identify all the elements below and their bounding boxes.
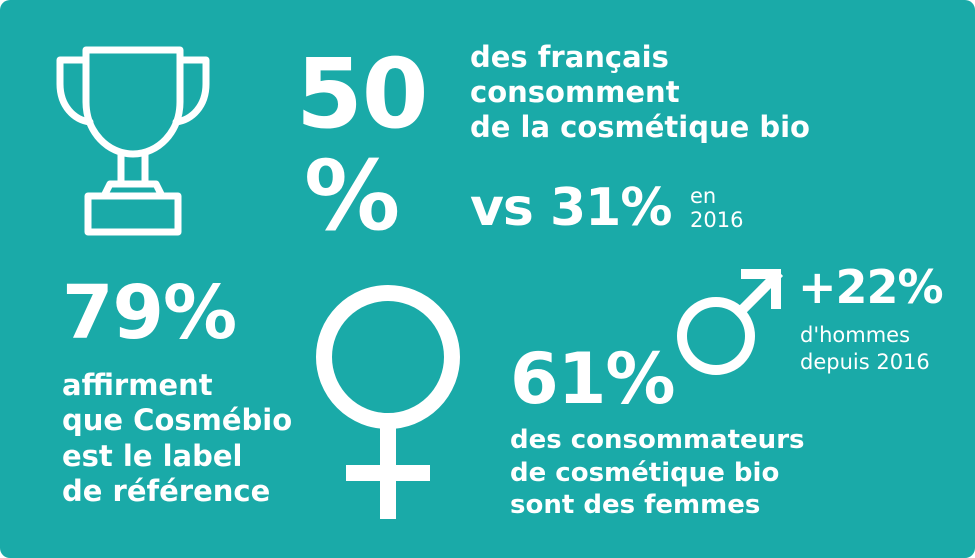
stat-men-line-2: depuis 2016	[800, 350, 930, 375]
comparison-note-en: en	[690, 184, 717, 208]
stat-bio-comparison: vs 31%	[470, 178, 672, 238]
female-symbol-icon	[300, 283, 476, 523]
stat-label-line-4: de référence	[62, 474, 271, 509]
stat-bio-line-2: consomment	[470, 74, 680, 109]
comparison-note-year: 2016	[690, 208, 744, 233]
stat-men-line-1: d'hommes	[800, 323, 911, 347]
trophy-icon	[48, 44, 218, 239]
stat-bio-line-3: de la cosmétique bio	[470, 109, 810, 144]
stat-bio-percent: %	[304, 140, 400, 252]
stat-bio-description: des français consomment de la cosmétique…	[470, 40, 810, 144]
stat-men-value: +22%	[798, 260, 944, 314]
stat-women-line-3: sont des femmes	[510, 490, 761, 520]
stat-bio-line-1: des français	[470, 40, 669, 74]
stat-label-value: 79%	[62, 270, 237, 356]
male-symbol-icon	[676, 262, 786, 378]
stat-label-line-1: affirment	[62, 368, 213, 402]
stat-bio-number: 50	[296, 38, 429, 150]
stat-women-line-1: des consommateurs	[510, 425, 805, 455]
stat-women-description: des consommateurs de cosmétique bio sont…	[510, 424, 805, 522]
stat-bio-comparison-note: en 2016	[690, 184, 743, 232]
stat-label-line-3: est le label	[62, 438, 243, 473]
stat-women-value: 61%	[510, 338, 676, 420]
stat-label-line-2: que Cosmébio	[62, 403, 293, 438]
stat-label-description: affirment que Cosmébio est le label de r…	[62, 368, 292, 510]
stat-women-line-2: de cosmétique bio	[510, 457, 780, 488]
stat-men-description: d'hommes depuis 2016	[800, 322, 930, 377]
